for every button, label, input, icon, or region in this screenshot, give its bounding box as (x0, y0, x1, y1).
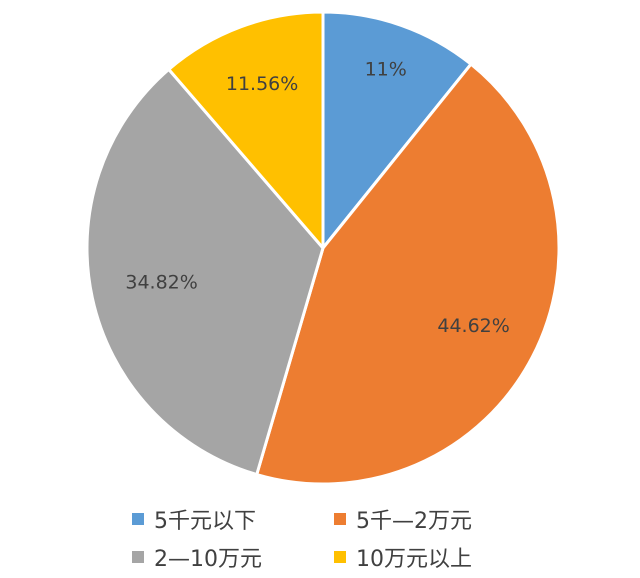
pie-slice-4 (167, 10, 325, 250)
pie-slice-3 (85, 67, 325, 477)
pie-chart: 11% 44.62% 34.82% 11.56% (85, 10, 561, 486)
legend-label-1: 5千元以下 (154, 509, 256, 534)
pie-slices (85, 10, 561, 486)
legend-item-1: 5千元以下 (132, 500, 322, 538)
legend-item-4: 10万元以上 (334, 538, 524, 576)
pie-data-labels: 11% 44.62% 34.82% 11.56% (125, 58, 509, 337)
pie-slice-1 (321, 10, 473, 250)
data-label-3: 34.82% (125, 272, 197, 294)
chart-legend: 5千元以下 5千—2万元 2—10万元 10万元以上 (132, 500, 552, 576)
legend-item-2: 5千—2万元 (334, 500, 524, 538)
data-label-4: 11.56% (226, 73, 298, 95)
legend-item-3: 2—10万元 (132, 538, 322, 576)
legend-swatch-3 (132, 551, 144, 563)
data-label-2: 44.62% (437, 315, 509, 337)
legend-label-2: 5千—2万元 (356, 509, 472, 534)
legend-label-4: 10万元以上 (356, 547, 472, 572)
legend-swatch-1 (132, 513, 144, 525)
data-label-1: 11% (365, 58, 407, 80)
legend-swatch-2 (334, 513, 346, 525)
pie-slice-2 (255, 62, 561, 486)
legend-swatch-4 (334, 551, 346, 563)
legend-label-3: 2—10万元 (154, 547, 262, 572)
